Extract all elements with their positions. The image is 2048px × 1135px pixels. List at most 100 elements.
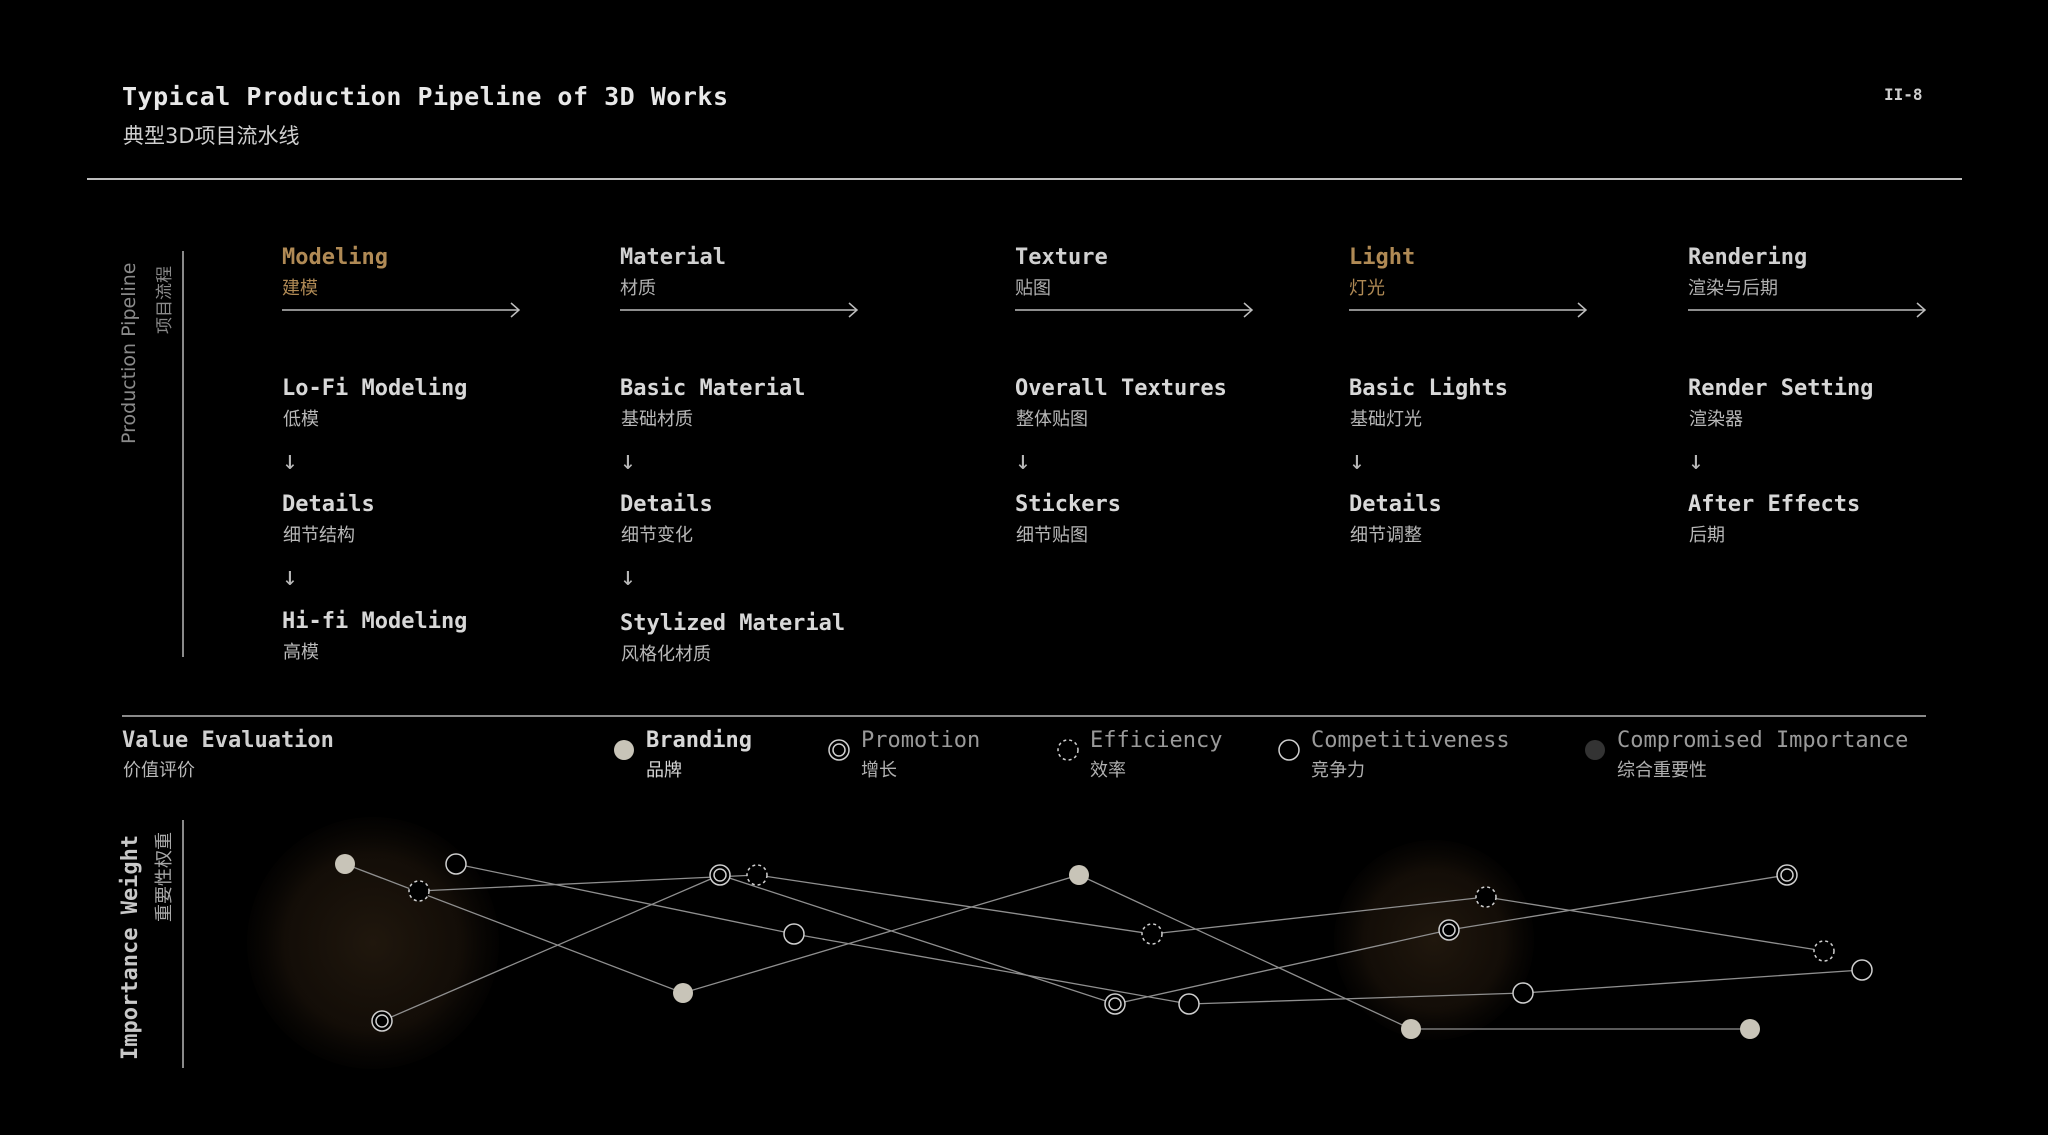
legend-label-zh: 品牌: [646, 760, 682, 781]
step-title: Lo-Fi Modeling: [282, 376, 468, 401]
step-title: Render Setting: [1688, 376, 1874, 401]
competitiveness-node: [445, 853, 467, 875]
competitiveness-nodes: [445, 853, 1873, 1015]
header-divider: [87, 178, 1962, 180]
filled-circle-icon: [614, 740, 634, 760]
step-title: Basic Lights: [1349, 376, 1508, 401]
promotion-nodes: [371, 864, 1798, 1032]
efficiency-node: [1141, 923, 1163, 945]
value-evaluation-title-zh: 价值评价: [123, 760, 195, 781]
stage-modeling: Modeling 建模: [282, 245, 521, 318]
branding-node: [1740, 1019, 1760, 1039]
step-title: Stylized Material: [620, 611, 846, 636]
step-title: Details: [1349, 492, 1442, 517]
down-arrow-icon: ↓: [1349, 446, 1365, 476]
down-arrow-icon: ↓: [282, 446, 298, 476]
down-arrow-icon: ↓: [620, 446, 636, 476]
right-arrow-icon: [282, 302, 521, 318]
stage-title: Modeling: [282, 245, 388, 270]
efficiency-node: [1475, 886, 1497, 908]
step-title: Details: [282, 492, 375, 517]
step-title: Details: [620, 492, 713, 517]
step-title: Basic Material: [620, 376, 806, 401]
competitiveness-node: [1512, 982, 1534, 1004]
efficiency-nodes: [408, 864, 1835, 962]
promotion-node: [1438, 919, 1460, 941]
legend-label-zh: 效率: [1090, 760, 1126, 781]
step-title-zh: 细节结构: [283, 525, 355, 546]
branding-node: [1401, 1019, 1421, 1039]
branding-node: [335, 854, 355, 874]
right-arrow-icon: [1349, 302, 1588, 318]
right-arrow-icon: [1015, 302, 1254, 318]
efficiency-line: [418, 874, 1825, 952]
legend-label-zh: 增长: [861, 760, 897, 781]
efficiency-node: [1813, 940, 1835, 962]
step-title-zh: 细节变化: [621, 525, 693, 546]
importance-axis-rule: [182, 820, 184, 1068]
stage-title: Light: [1349, 245, 1416, 270]
dark-filled-circle-icon: [1585, 740, 1605, 760]
stage-title-zh: 渲染与后期: [1688, 278, 1778, 299]
highlight-glow: [1334, 840, 1534, 1040]
branding-node: [1069, 865, 1089, 885]
step-title: Stickers: [1015, 492, 1121, 517]
stage-title: Rendering: [1688, 245, 1808, 270]
legend-label: Efficiency: [1090, 728, 1223, 753]
promotion-line: [381, 874, 1788, 1022]
branding-nodes: [335, 854, 1760, 1039]
stage-title-zh: 材质: [620, 278, 656, 299]
stage-light: Light 灯光: [1349, 245, 1588, 318]
stage-title-zh: 灯光: [1349, 278, 1385, 299]
page-subtitle: 典型3D项目流水线: [123, 124, 300, 148]
down-arrow-icon: ↓: [282, 562, 298, 592]
value-evaluation-title: Value Evaluation: [122, 728, 334, 753]
legend-label: Competitiveness: [1311, 728, 1510, 753]
efficiency-node: [746, 864, 768, 886]
highlight-glow: [247, 817, 499, 1069]
step-title-zh: 后期: [1689, 525, 1725, 546]
competitiveness-node: [1851, 959, 1873, 981]
legend-label: Promotion: [861, 728, 981, 753]
stage-title-zh: 建模: [282, 278, 318, 299]
competitiveness-node: [1178, 993, 1200, 1015]
promotion-node: [1776, 864, 1798, 886]
promotion-node: [709, 864, 731, 886]
step-title: Hi-fi Modeling: [282, 609, 468, 634]
step-title-zh: 整体贴图: [1016, 409, 1088, 430]
page-title: Typical Production Pipeline of 3D Works: [122, 82, 729, 111]
connection-lines: [344, 863, 1863, 1030]
legend-label-zh: 竞争力: [1311, 760, 1365, 781]
step-title-zh: 细节调整: [1350, 525, 1422, 546]
down-arrow-icon: ↓: [620, 562, 636, 592]
promotion-node: [371, 1010, 393, 1032]
legend-label: Compromised Importance: [1617, 728, 1909, 753]
section-divider: [122, 715, 1926, 717]
stage-material: Material 材质: [620, 245, 859, 318]
stage-texture: Texture 贴图: [1015, 245, 1254, 318]
stage-rendering: Rendering 渲染与后期: [1688, 245, 1927, 318]
stage-title: Texture: [1015, 245, 1108, 270]
step-title-zh: 基础材质: [621, 409, 693, 430]
down-arrow-icon: ↓: [1688, 446, 1704, 476]
legend-label: Branding: [646, 728, 752, 753]
competitiveness-node: [783, 923, 805, 945]
pipeline-axis-rule: [182, 251, 184, 657]
step-title-zh: 风格化材质: [621, 644, 711, 665]
step-title-zh: 渲染器: [1689, 409, 1743, 430]
hollow-circle-icon: [1278, 739, 1300, 761]
step-title: Overall Textures: [1015, 376, 1227, 401]
branding-node: [673, 983, 693, 1003]
step-title-zh: 基础灯光: [1350, 409, 1422, 430]
right-arrow-icon: [1688, 302, 1927, 318]
legend-label-zh: 综合重要性: [1617, 760, 1707, 781]
right-arrow-icon: [620, 302, 859, 318]
stage-title: Material: [620, 245, 726, 270]
step-title: After Effects: [1688, 492, 1861, 517]
step-title-zh: 细节贴图: [1016, 525, 1088, 546]
stage-title-zh: 贴图: [1015, 278, 1051, 299]
dashed-circle-icon: [1057, 739, 1079, 761]
double-ring-icon: [828, 739, 850, 761]
efficiency-node: [408, 880, 430, 902]
